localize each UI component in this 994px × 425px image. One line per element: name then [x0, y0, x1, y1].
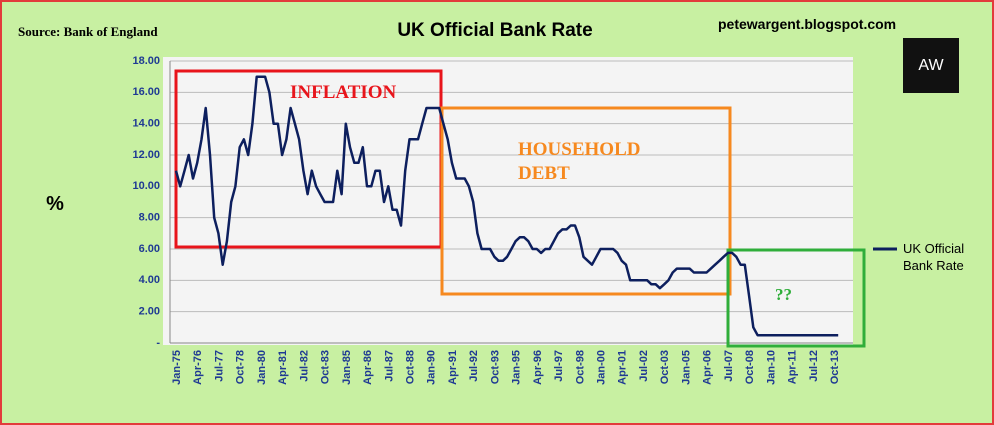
x-tick-label: Apr-81	[277, 350, 289, 385]
debt-box	[440, 106, 732, 296]
y-tick-label: 8.00	[139, 212, 160, 224]
x-tick-label: Apr-86	[362, 350, 374, 385]
y-tick-label: 14.00	[132, 118, 160, 130]
x-tick-label: Apr-76	[192, 350, 204, 385]
x-tick-label: Jan-05	[680, 350, 692, 385]
x-tick-label: Jul-97	[553, 350, 565, 382]
annotation: INFLATION	[290, 82, 397, 103]
x-tick-label: Apr-11	[787, 350, 799, 384]
x-tick-label: Oct-13	[829, 350, 841, 384]
x-tick-label: Apr-91	[447, 350, 459, 385]
x-tick-label: Jul-87	[383, 350, 395, 382]
x-tick-label: Oct-88	[404, 350, 416, 384]
website: petewargent.blogspot.com	[718, 16, 896, 32]
x-tick-label: Oct-93	[489, 350, 501, 384]
y-tick-label: 12.00	[132, 149, 160, 161]
logo: AW	[918, 57, 944, 74]
x-tick-label: Jan-00	[596, 350, 608, 385]
x-tick-label: Oct-83	[320, 350, 332, 384]
annotation: ??	[775, 285, 792, 304]
x-tick-label: Jul-02	[638, 350, 650, 382]
logo-box	[903, 38, 959, 93]
y-tick-label: 18.00	[132, 55, 160, 67]
x-tick-label: Oct-78	[235, 350, 247, 384]
annotation: HOUSEHOLD DEBT	[518, 139, 641, 184]
x-tick-label: Apr-06	[702, 350, 714, 385]
y-axis-label: %	[46, 193, 64, 215]
x-tick-label: Jan-80	[256, 350, 268, 385]
x-tick-label: Jan-85	[341, 350, 353, 385]
y-tick-label: 6.00	[139, 243, 160, 255]
x-tick-label: Jan-95	[511, 350, 523, 385]
y-tick-label: 10.00	[132, 180, 160, 192]
y-tick-label: 2.00	[139, 306, 160, 318]
data-line	[174, 75, 839, 337]
y-tick-label: 4.00	[139, 274, 160, 286]
plot-area	[163, 57, 853, 345]
x-tick-label: Jul-12	[808, 350, 820, 382]
x-tick-label: Jul-77	[213, 350, 225, 382]
x-tick-label: Oct-08	[744, 350, 756, 384]
x-tick-label: Oct-03	[659, 350, 671, 384]
y-tick-label: -	[156, 337, 160, 349]
x-tick-label: Apr-01	[617, 350, 629, 385]
x-tick-label: Jul-92	[468, 350, 480, 382]
y-tick-label: 16.00	[132, 86, 160, 98]
x-tick-label: Jul-82	[298, 350, 310, 382]
x-tick-label: Jan-75	[171, 350, 183, 385]
source: Source: Bank of England	[18, 24, 158, 39]
x-tick-label: Jan-10	[765, 350, 777, 385]
x-tick-label: Jul-07	[723, 350, 735, 382]
x-tick-label: Apr-96	[532, 350, 544, 385]
unknown-box	[726, 248, 866, 348]
x-tick-label: Oct-98	[574, 350, 586, 384]
legend-label: UK Official Bank Rate	[903, 241, 965, 273]
x-tick-label: Jan-90	[426, 350, 438, 385]
chart-title: UK Official Bank Rate	[397, 20, 592, 41]
